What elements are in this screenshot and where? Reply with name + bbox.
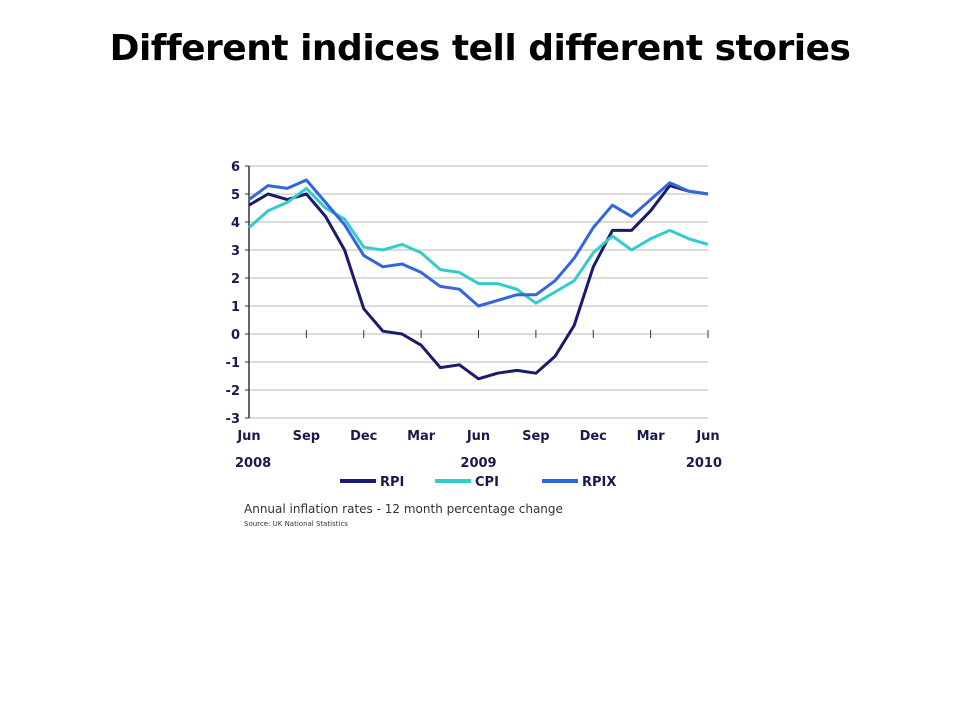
x-year-label: 2008 [235,456,271,471]
x-month-label: Sep [293,429,321,444]
x-month-label: Jun [695,429,719,444]
x-month-label: Jun [236,429,260,444]
legend-label-cpi: CPI [475,475,499,490]
x-month-label: Sep [522,429,550,444]
series-line-cpi [248,186,709,305]
y-tick-label: 3 [231,244,240,259]
y-tick-label: 6 [231,160,240,175]
y-tick-label: -1 [226,356,240,371]
chart-source: Source: UK National Statistics [244,520,348,528]
y-tick-label: -3 [226,412,240,427]
slide-title: Different indices tell different stories [109,28,851,69]
x-year-label: 2010 [686,456,722,471]
y-tick-label: 5 [231,188,240,203]
tick-labels: 6 5 4 3 2 1 0 -1 -2 -3 Jun Sep Dec Mar Jun Sep Dec Mar Jun… [226,160,722,471]
series-line-rpix [248,178,709,308]
legend-label-rpix: RPIX [582,475,616,490]
y-tick-label: 0 [231,328,240,343]
y-tick-label: -2 [226,384,240,399]
legend-label-rpi: RPI [380,475,404,490]
x-month-label: Mar [407,429,436,444]
axes [245,165,709,419]
x-month-label: Jun [466,429,490,444]
legend: RPI CPI RPIX [340,475,616,490]
series-lines [248,178,709,381]
series-line-rpi [248,184,709,381]
x-month-label: Mar [637,429,666,444]
x-month-label: Dec [350,429,377,444]
chart-caption: Annual inflation rates - 12 month percen… [244,502,563,516]
y-tick-label: 2 [231,272,240,287]
y-tick-label: 1 [231,300,240,315]
y-tick-label: 4 [231,216,240,231]
x-month-label: Dec [580,429,607,444]
x-year-label: 2009 [460,456,496,471]
inflation-line-chart: 6 5 4 3 2 1 0 -1 -2 -3 Jun Sep Dec Mar Jun Sep Dec Mar Jun… [226,160,722,490]
